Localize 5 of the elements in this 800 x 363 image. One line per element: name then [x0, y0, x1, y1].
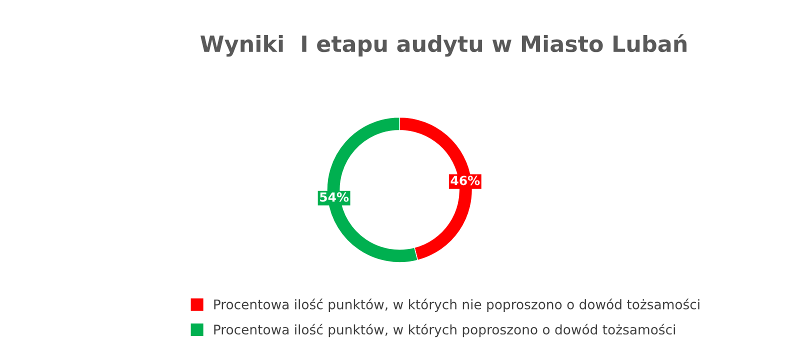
legend-label: Procentowa ilość punktów, w których poproszono o dowód tożsamości: [214, 324, 675, 338]
data-label: 46%: [450, 176, 480, 186]
legend-label: Procentowa ilość punktów, w których nie poproszono o dowód tożsamości: [214, 298, 700, 312]
data-label: 54%: [320, 192, 349, 202]
chart-title: Wyniki I etapu audytu w Miasto Lubań: [200, 34, 686, 57]
